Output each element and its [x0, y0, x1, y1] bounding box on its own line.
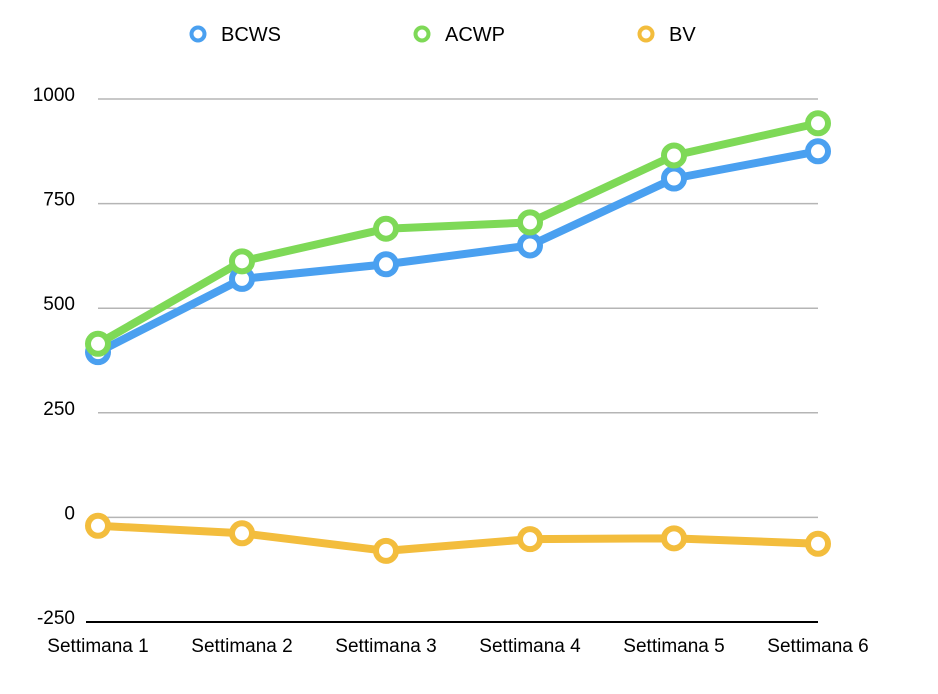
y-tick-label: 1000	[33, 85, 75, 106]
y-tick-label: 0	[64, 503, 75, 524]
data-point-bv	[661, 525, 687, 552]
data-point-bcws	[517, 232, 543, 259]
series-line-bv	[94, 521, 822, 555]
series-line-bcws	[94, 147, 822, 357]
x-tick-label: Settimana 3	[335, 636, 436, 657]
y-tick-label: 250	[43, 399, 75, 420]
data-point-acwp	[661, 142, 687, 169]
x-tick-label: Settimana 2	[191, 636, 292, 657]
legend-marker-acwp	[413, 25, 431, 43]
legend: BCWS ACWP BV	[189, 24, 696, 46]
series-line-acwp	[94, 119, 822, 348]
data-point-acwp	[373, 215, 399, 242]
x-tick-label: Settimana 6	[767, 636, 868, 657]
y-tick-label: -250	[37, 608, 75, 629]
x-tick-label: Settimana 1	[47, 636, 148, 657]
data-point-bv	[805, 530, 831, 557]
y-tick-label: 750	[43, 190, 75, 211]
data-point-acwp	[85, 330, 111, 357]
legend-marker-bcws	[189, 25, 207, 43]
legend-label-bv: BV	[669, 24, 696, 46]
data-point-acwp	[229, 248, 255, 275]
legend-label-bcws: BCWS	[221, 24, 281, 46]
x-tick-label: Settimana 5	[623, 636, 724, 657]
data-point-bv	[229, 520, 255, 547]
data-point-bv	[85, 512, 111, 539]
gridlines	[98, 98, 818, 519]
x-tick-label: Settimana 4	[479, 636, 581, 657]
data-point-bv	[373, 537, 399, 564]
data-point-bv	[517, 526, 543, 553]
axes: -250 0 250 500 750 1000 Settimana 1 Settimana 2…	[33, 85, 869, 657]
series-lines	[85, 110, 831, 564]
legend-label-acwp: ACWP	[445, 24, 505, 46]
data-point-acwp	[805, 110, 831, 137]
legend-marker-bv	[637, 25, 655, 43]
data-point-bcws	[373, 251, 399, 278]
data-point-acwp	[517, 209, 543, 236]
data-point-bcws	[661, 165, 687, 192]
y-tick-label: 500	[43, 294, 75, 315]
data-point-bcws	[805, 138, 831, 165]
